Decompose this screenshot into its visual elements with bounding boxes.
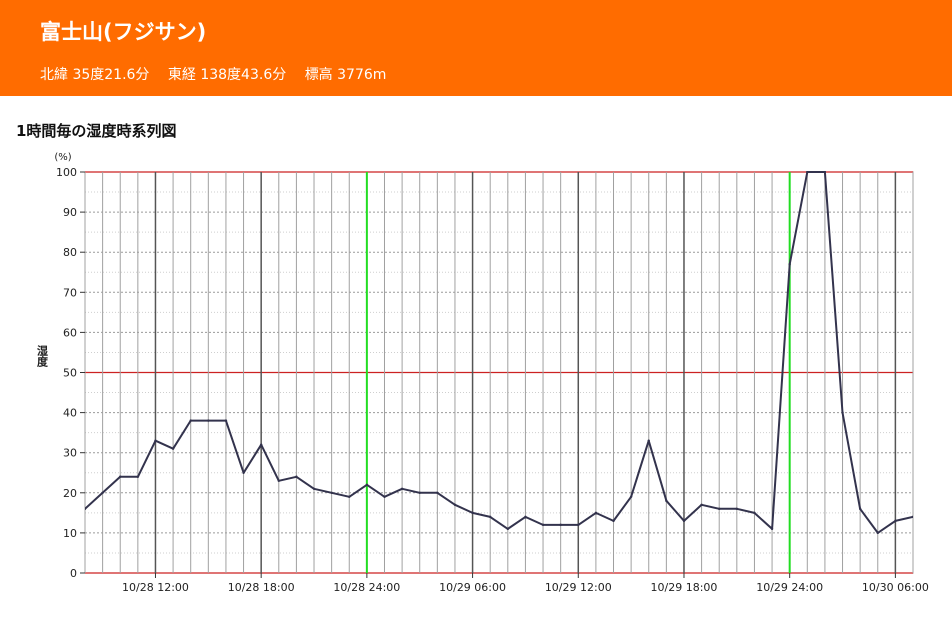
data-point (101, 491, 104, 494)
data-point (841, 411, 844, 414)
data-point (506, 527, 510, 531)
data-point (911, 515, 913, 519)
station-name: 富士山(フジサン) (40, 20, 207, 44)
y-tick-label: 0 (70, 567, 77, 580)
data-point (559, 523, 562, 527)
data-point (85, 507, 87, 511)
data-point (295, 475, 298, 478)
data-point (436, 491, 439, 494)
humidity-series-line (85, 171, 913, 534)
data-point (577, 523, 580, 527)
data-point (894, 519, 897, 523)
data-point (259, 443, 263, 446)
data-point (224, 419, 228, 422)
y-unit-label: (%) (54, 152, 71, 163)
data-point (136, 475, 140, 478)
data-point (753, 511, 756, 515)
data-point (770, 527, 774, 531)
latitude: 北緯 35度21.6分 (40, 67, 150, 83)
data-point (629, 495, 633, 499)
x-tick-label: 10/29 18:00 (651, 581, 718, 594)
y-tick-label: 100 (56, 166, 77, 179)
y-tick-label: 80 (63, 246, 77, 259)
y-tick-label: 10 (63, 527, 77, 540)
y-tick-label: 30 (63, 447, 77, 460)
x-tick-label: 10/28 12:00 (122, 581, 189, 594)
data-point (594, 511, 598, 515)
x-tick-label: 10/28 18:00 (228, 581, 295, 594)
data-point (348, 495, 351, 499)
chart-title: 1時間毎の湿度時系列図 (16, 122, 177, 140)
data-point (400, 487, 404, 490)
data-point (312, 487, 316, 490)
data-point (330, 491, 333, 494)
data-point (365, 483, 369, 486)
data-point (806, 171, 809, 174)
data-point (189, 419, 192, 422)
y-tick-label: 20 (63, 487, 77, 500)
data-point (823, 171, 827, 174)
longitude: 東経 138度43.6分 (167, 67, 287, 83)
data-point (612, 519, 615, 523)
data-point (788, 263, 791, 266)
x-tick-label: 10/29 06:00 (439, 581, 506, 594)
data-point (718, 507, 721, 511)
data-point (665, 499, 668, 503)
x-tick-label: 10/29 24:00 (756, 581, 823, 594)
station-coordinates: 北緯 35度21.6分 東経 138度43.6分 標高 3776m (40, 64, 400, 84)
y-tick-label: 40 (63, 407, 77, 420)
data-point (277, 479, 280, 482)
elevation: 標高 3776m (304, 67, 387, 83)
x-tick-label: 10/29 12:00 (545, 581, 612, 594)
data-point (207, 419, 210, 422)
data-point (700, 503, 703, 507)
data-point (858, 507, 862, 511)
data-point (682, 519, 686, 523)
data-point (171, 447, 175, 450)
data-point (735, 507, 739, 511)
data-point (119, 475, 122, 478)
data-point (242, 471, 245, 474)
y-tick-label: 50 (63, 367, 77, 380)
data-point (418, 491, 421, 494)
y-tick-label: 70 (63, 286, 77, 299)
x-tick-label: 10/30 06:00 (862, 581, 929, 594)
data-point (383, 495, 386, 499)
data-point (471, 511, 474, 515)
data-point (647, 439, 650, 442)
station-header: 富士山(フジサン) 北緯 35度21.6分 東経 138度43.6分 標高 37… (0, 0, 952, 96)
data-point (524, 515, 527, 519)
data-point (876, 531, 879, 535)
data-point (453, 503, 457, 507)
y-axis-label: 湿度 (36, 344, 49, 368)
x-tick-label: 10/28 24:00 (333, 581, 400, 594)
data-point (154, 439, 157, 442)
y-tick-label: 60 (63, 326, 77, 339)
y-tick-label: 90 (63, 206, 77, 219)
data-point (488, 515, 492, 519)
data-point (541, 523, 545, 527)
